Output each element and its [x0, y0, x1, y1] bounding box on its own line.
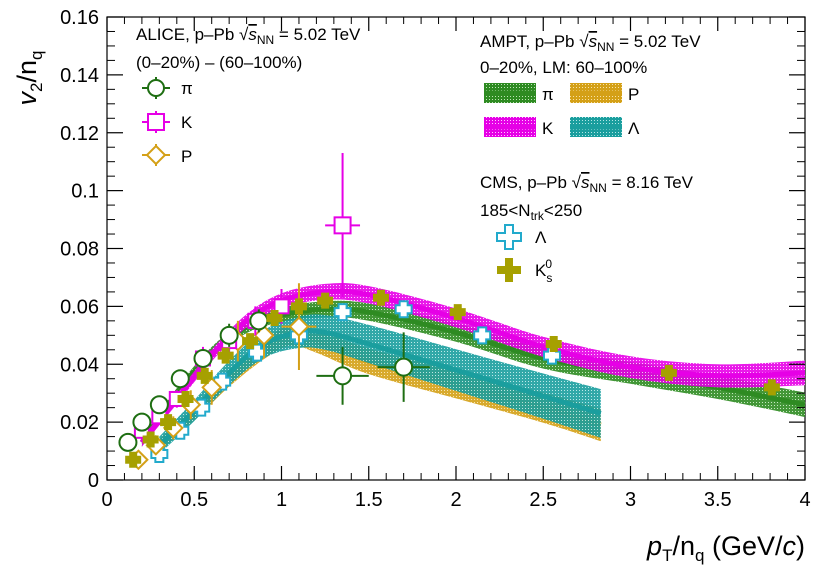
data-markers	[118, 153, 780, 471]
x-tick-label: 2.5	[529, 489, 557, 511]
cms-k0s-point	[196, 367, 213, 384]
y-tick-label: 0.06	[60, 296, 99, 318]
cms-k0s-point	[372, 289, 389, 306]
x-tick-label: 0.5	[180, 489, 208, 511]
legend-alice-proton-label: P	[181, 147, 192, 166]
alice-pion-point	[219, 325, 239, 345]
cms-k0s-point	[177, 390, 194, 407]
legend-cms: CMS, p–Pb √sNN = 8.16 TeV 185<Ntrk<250 Λ…	[480, 173, 694, 285]
x-tick-label: 4	[799, 489, 810, 511]
cms-k0s-point	[545, 335, 562, 352]
y-tick-label: 0.02	[60, 412, 99, 434]
legend-cms-k0s-label: Ks0	[535, 257, 552, 285]
y-tick-label: 0.04	[60, 354, 99, 376]
legend-ampt-lambda-label: Λ	[628, 119, 640, 138]
legend-cms-title: CMS, p–Pb √sNN = 8.16 TeV	[480, 173, 694, 195]
legend-alice: ALICE, p–Pb √sNN = 5.02 TeV (0–20%) – (6…	[136, 25, 361, 166]
alice-pion-point	[249, 311, 269, 331]
y-axis-title: v2/nq	[12, 51, 46, 106]
legend-alice-kaon-marker	[142, 111, 170, 133]
alice-kaon-point	[273, 298, 290, 315]
legend-ampt-lambda-swatch	[570, 117, 622, 137]
legend-alice-kaon-label: K	[181, 113, 193, 132]
legend-ampt-kaon-swatch	[484, 117, 536, 137]
cms-k0s-point	[125, 451, 142, 468]
x-tick-label: 0	[101, 489, 112, 511]
x-tick-label: 3.5	[704, 489, 732, 511]
y-tick-label: 0.12	[60, 123, 99, 145]
legend-ampt: AMPT, p–Pb √sNN = 5.02 TeV 0–20%, LM: 60…	[480, 32, 701, 138]
cms-k0s-point	[217, 347, 234, 364]
axes: 0 0.5 1 1.5 2 2.5 3 3.5 4 0 0.02 0.04 0.06 0.08 0.1 0.1…	[60, 7, 811, 511]
legend-alice-title: ALICE, p–Pb √sNN = 5.02 TeV	[136, 25, 361, 47]
alice-kaon-point	[333, 216, 352, 235]
cms-k0s-point	[290, 298, 307, 315]
y-tick-label: 0.08	[60, 239, 99, 261]
cms-lambda-point	[333, 303, 352, 322]
y-tick-label: 0.14	[60, 65, 99, 87]
legend-ampt-pion-swatch	[484, 83, 536, 103]
legend-alice-centrality: (0–20%) – (60–100%)	[136, 53, 302, 72]
cms-k0s-point	[317, 292, 334, 309]
ampt-bands	[139, 282, 806, 454]
cms-k0s-point	[142, 431, 159, 448]
cms-k0s-point	[266, 309, 283, 326]
cms-k0s-point	[242, 333, 259, 350]
legend-cms-lambda-marker	[496, 224, 522, 250]
y-tick-label: 0	[88, 470, 99, 492]
alice-pion-point	[132, 412, 152, 432]
y-tick-label: 0.1	[71, 181, 99, 203]
legend-ampt-proton-label: P	[628, 85, 639, 104]
x-tick-label: 1	[276, 489, 287, 511]
legend-alice-proton-marker	[142, 144, 170, 166]
legend-alice-pion-marker	[142, 77, 170, 99]
legend-cms-k0s-marker	[497, 258, 521, 282]
legend-cms-lambda-label: Λ	[535, 228, 547, 247]
legend-ampt-centrality: 0–20%, LM: 60–100%	[480, 58, 647, 77]
cms-lambda-point	[394, 300, 413, 319]
alice-pion-point	[170, 369, 190, 389]
legend-ampt-title: AMPT, p–Pb √sNN = 5.02 TeV	[480, 32, 701, 54]
alice-pion-point	[193, 348, 213, 368]
legend-cms-multiplicity: 185<Ntrk<250	[480, 201, 582, 223]
legend-alice-pion-label: π	[181, 79, 193, 98]
alice-proton-point	[288, 316, 310, 338]
ampt-kaon-band	[141, 282, 805, 447]
cms-lambda-point	[473, 326, 492, 345]
x-tick-label: 2	[450, 489, 461, 511]
x-tick-label: 1.5	[355, 489, 383, 511]
plot-frame	[106, 16, 806, 481]
cms-k0s-point	[449, 304, 466, 321]
cms-k0s-point	[160, 414, 177, 431]
alice-pion-point	[394, 357, 414, 377]
alice-pion-point	[149, 395, 169, 415]
cms-k0s-point	[660, 364, 677, 381]
legend-ampt-pion-label: π	[542, 85, 554, 104]
x-axis-title: pT/nq (GeV/c)	[646, 531, 805, 565]
cms-k0s-point	[763, 379, 780, 396]
legend-ampt-proton-swatch	[570, 83, 622, 103]
alice-pion-point	[118, 432, 138, 452]
legend-ampt-kaon-label: K	[542, 119, 554, 138]
y-tick-label: 0.16	[60, 7, 99, 29]
ampt-lambda-band	[159, 314, 601, 454]
alice-pion-point	[333, 366, 353, 386]
x-tick-label: 3	[625, 489, 636, 511]
